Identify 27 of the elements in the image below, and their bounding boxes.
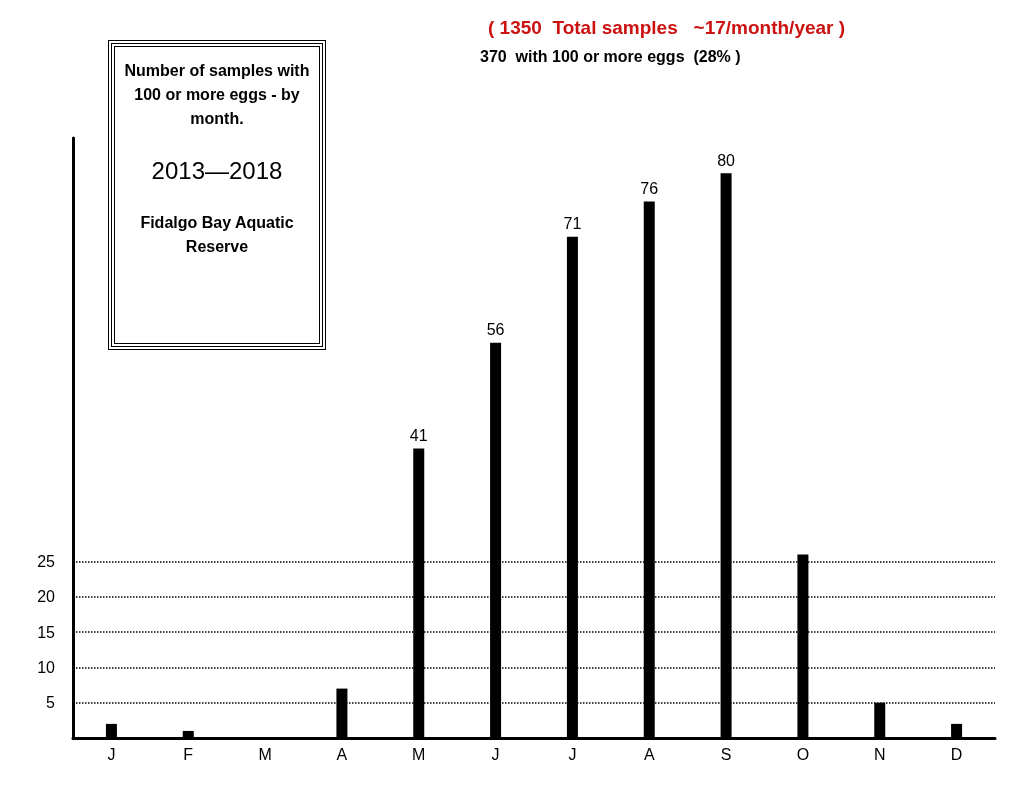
x-tick-label: O (796, 745, 810, 763)
data-label: 71 (563, 215, 582, 233)
x-tick-label: J (491, 745, 500, 763)
y-tick-label: 20 (37, 588, 56, 606)
y-tick-label: 10 (37, 658, 56, 676)
x-tick-label: J (107, 745, 116, 763)
data-label: 56 (486, 321, 505, 339)
x-tick-label: D (950, 745, 963, 763)
y-tick-label: 25 (37, 553, 56, 571)
x-tick-label: S (720, 745, 732, 763)
x-tick-label: A (336, 745, 348, 763)
text: ( 1350 Total samples ~17/month/year ) (488, 17, 846, 38)
chart-title: Number of samples with 100 or more eggs - by month. (123, 61, 311, 129)
x-tick-label: M (258, 745, 272, 763)
y-tick-label: 15 (37, 623, 56, 641)
x-tick-label: F (183, 745, 194, 763)
x-tick-label: M (412, 745, 426, 763)
title-frame: Number of samples with 100 or more eggs - by month. 2013—2018 Fidalgo Bay Aquatic Reserve (108, 40, 326, 350)
x-tick-label: J (568, 745, 577, 763)
annotation: Fidalgo Bay Aquatic Reserve (139, 213, 295, 257)
text: 370 with 100 or more eggs (28% ) (480, 47, 741, 65)
data-label: 76 (640, 180, 659, 198)
x-tick-label: N (873, 745, 886, 763)
data-label: 41 (409, 427, 428, 445)
y-tick-label: 5 (46, 694, 56, 712)
data-label: 80 (717, 151, 736, 169)
x-tick-label: A (643, 745, 655, 763)
